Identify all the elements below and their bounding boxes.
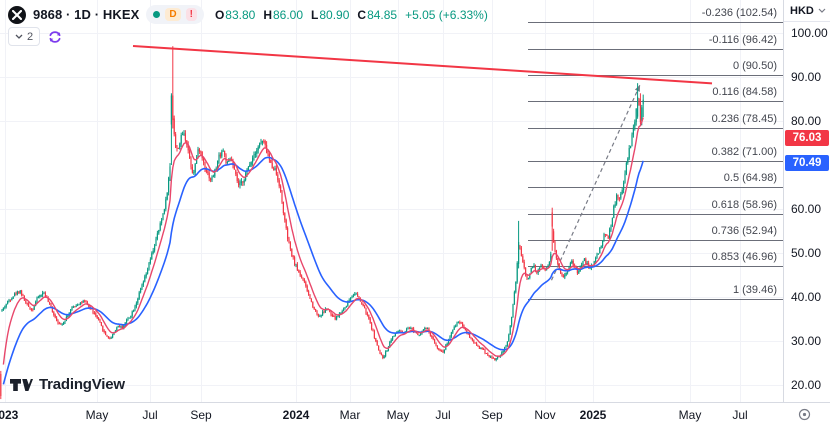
symbol-header: 9868 · 1D · HKEX D ! O83.80 H86.00 L80.90 C… — [8, 5, 488, 24]
price-tick-label: 20.00 — [791, 378, 822, 392]
xpeng-logo-icon — [8, 5, 26, 24]
fib-level-label: 0.853 (46.96) — [711, 251, 777, 264]
fib-level-label: -0.116 (96.42) — [708, 33, 777, 46]
change-readout: +5.05 (+6.33%) — [405, 7, 488, 22]
fib-level-label: 0.736 (52.94) — [711, 225, 777, 238]
timezone-target-button[interactable] — [798, 408, 811, 426]
fib-level-label: 0 (90.50) — [732, 59, 777, 72]
alert-badge[interactable]: ! — [185, 8, 197, 21]
refresh-icon — [49, 30, 61, 43]
time-tick-label: Jul — [435, 408, 451, 422]
fib-level-label: 0.618 (58.96) — [711, 198, 777, 211]
target-icon — [798, 408, 811, 421]
time-tick-label: May — [678, 408, 702, 422]
price-tick-label: 50.00 — [791, 246, 822, 260]
fib-level-label: 0.5 (64.98) — [723, 172, 777, 185]
refresh-button[interactable] — [47, 29, 63, 45]
time-tick-label: Jul — [732, 408, 748, 422]
time-tick-label: 2023 — [0, 408, 19, 422]
time-tick-label: May — [85, 408, 109, 422]
symbol-status-pill: D ! — [146, 5, 204, 24]
price-tick-label: 30.00 — [791, 334, 822, 348]
time-tick-label: Sep — [190, 408, 212, 422]
fib-level-label: 0.236 (78.45) — [711, 112, 777, 125]
time-tick-label: Nov — [534, 408, 556, 422]
time-tick-label: Jul — [142, 408, 158, 422]
dividend-badge[interactable]: D — [165, 8, 181, 21]
time-tick-label: Mar — [339, 408, 361, 422]
price-axis[interactable]: HKD 100.00 90.00 80.00 60.00 50.00 40.00 30.00… — [783, 0, 830, 402]
time-tick-label: 2024 — [282, 408, 310, 422]
bar-count-dropdown[interactable]: 2 — [8, 27, 41, 46]
price-tick-label: 100.00 — [791, 26, 828, 40]
ma-price-badge: 70.49 — [785, 154, 829, 171]
fib-level-label: 0.116 (84.58) — [712, 85, 777, 98]
price-tick-label: 60.00 — [791, 202, 822, 216]
time-tick-label: Sep — [481, 408, 503, 422]
ohlc-readout: O83.80 H86.00 L80.90 C84.85 +5.05 (+6.33%) — [215, 8, 488, 22]
ohlc-value: C84.85 — [357, 7, 398, 22]
currency-label: HKD — [790, 4, 814, 17]
time-axis[interactable]: 2023 May Jul Sep 2024 Mar May Jul Sep Nov 2025 May J… — [0, 402, 830, 426]
fib-level-label: 0.382 (71.00) — [711, 145, 777, 158]
ohlc-value: L80.90 — [311, 7, 350, 22]
currency-selector[interactable]: HKD — [784, 0, 830, 22]
bar-count-value: 2 — [27, 30, 34, 43]
fib-level-label: 1 (39.46) — [732, 284, 777, 297]
chevron-down-icon — [818, 8, 826, 13]
ohlc-value: O83.80 — [214, 7, 256, 22]
price-tick-label: 80.00 — [791, 114, 822, 128]
market-status-dot-icon[interactable] — [153, 11, 161, 18]
time-tick-label: May — [386, 408, 410, 422]
chevron-down-icon — [15, 34, 23, 39]
fib-level-label: -0.236 (102.54) — [701, 6, 777, 19]
price-tick-label: 90.00 — [791, 70, 822, 84]
tradingview-watermark[interactable]: TradingView — [10, 376, 125, 393]
ohlc-value: H86.00 — [263, 7, 304, 22]
tradingview-logo-icon — [10, 378, 33, 391]
ma-price-badge: 76.03 — [785, 130, 829, 147]
chart-toolbar-row: 2 — [8, 27, 63, 46]
time-tick-label: 2025 — [579, 408, 607, 422]
watermark-text: TradingView — [39, 376, 125, 393]
symbol-title[interactable]: 9868 · 1D · HKEX — [33, 7, 140, 22]
price-tick-label: 40.00 — [791, 290, 822, 304]
